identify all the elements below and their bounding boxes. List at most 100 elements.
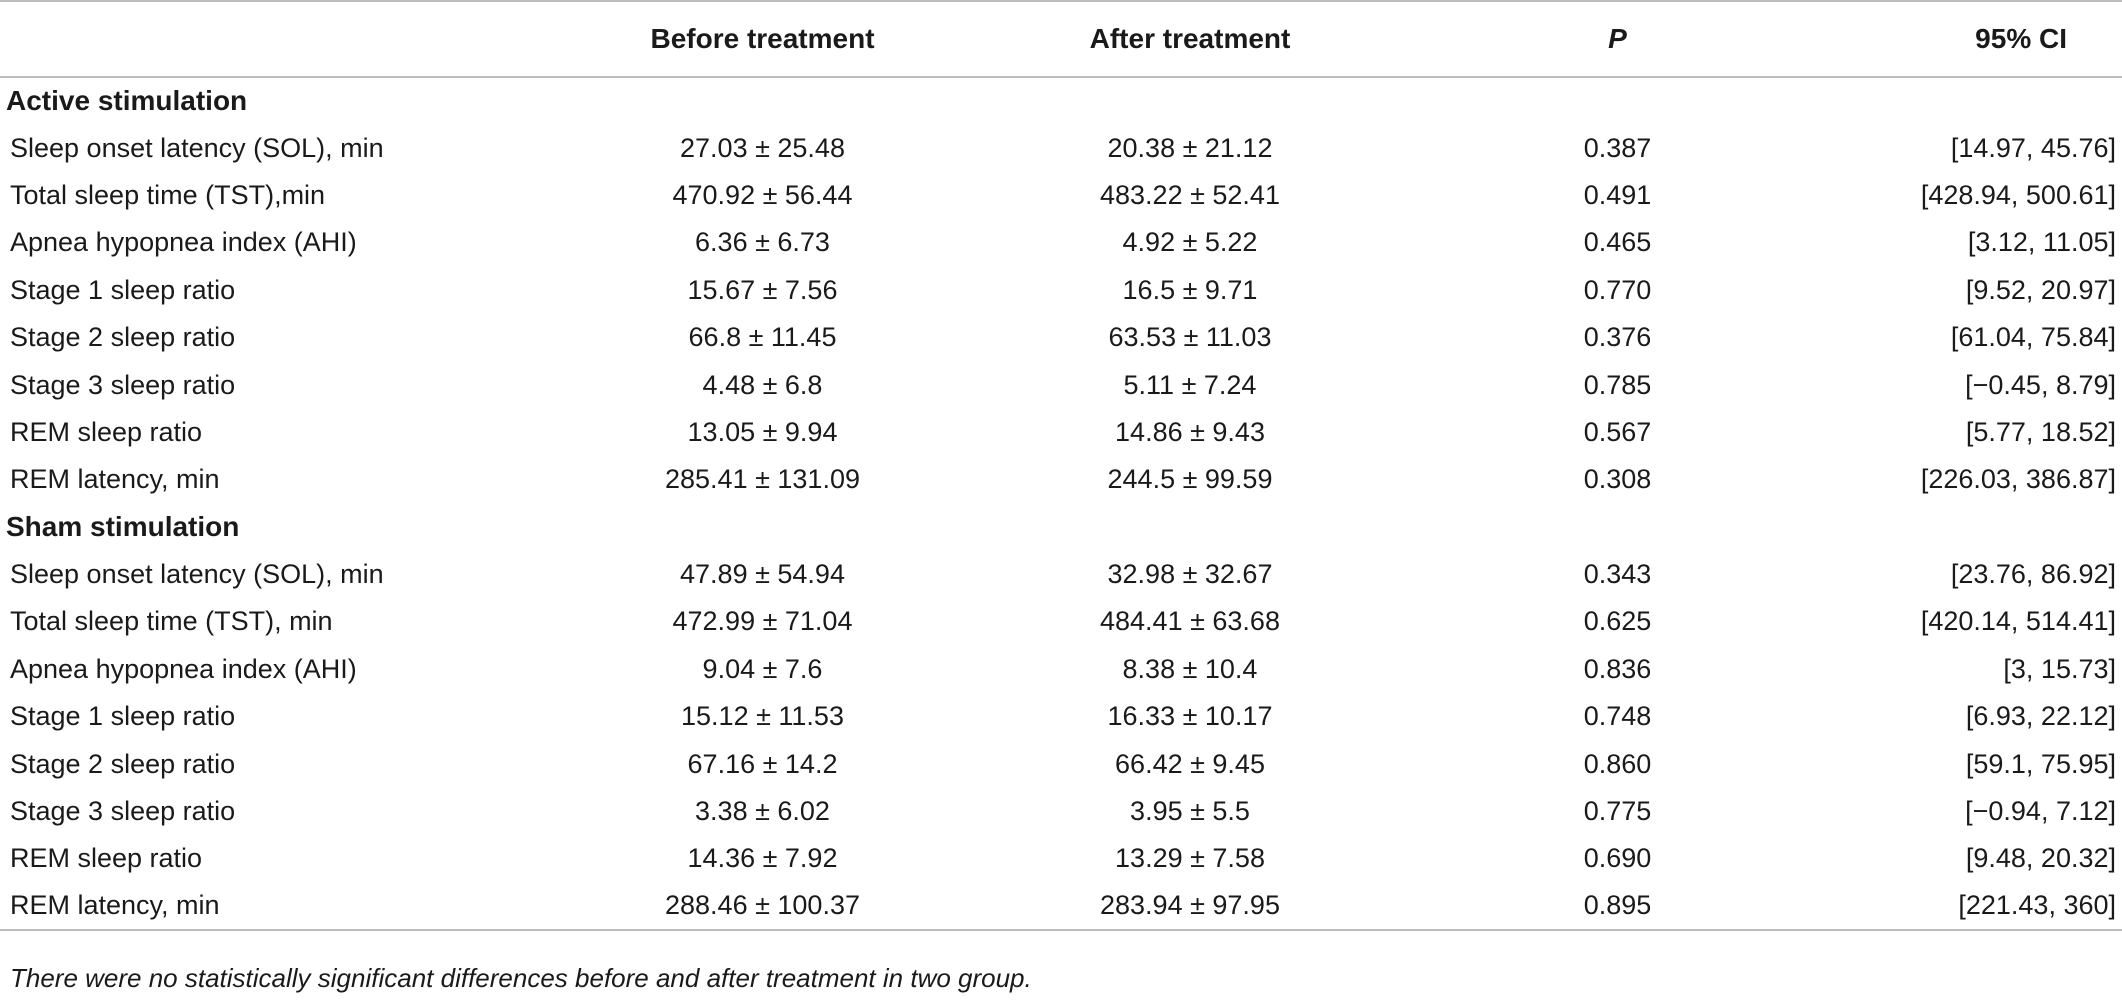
before-value: 27.03 ± 25.48 bbox=[680, 132, 845, 163]
table-row: Stage 1 sleep ratio 15.12 ± 11.53 16.33 … bbox=[0, 693, 2122, 740]
table-row: Apnea hypopnea index (AHI) 9.04 ± 7.6 8.… bbox=[0, 646, 2122, 693]
row-label: REM latency, min bbox=[10, 464, 220, 495]
table-row: Sleep onset latency (SOL), min 27.03 ± 2… bbox=[0, 124, 2122, 171]
ci-value: [221.43, 360] bbox=[1810, 882, 2122, 932]
group-title: Sham stimulation bbox=[6, 511, 240, 543]
before-value: 472.99 ± 71.04 bbox=[672, 606, 853, 637]
ci-value: [14.97, 45.76] bbox=[1950, 132, 2116, 163]
header-p-value: P bbox=[1425, 0, 1810, 78]
after-value: 283.94 ± 97.95 bbox=[955, 882, 1425, 932]
ci-value: [420.14, 514.41] bbox=[1920, 606, 2116, 637]
ci-value: [5.77, 18.52] bbox=[1965, 416, 2116, 447]
before-value: 15.12 ± 11.53 bbox=[681, 701, 844, 732]
group-row-sham-stimulation: Sham stimulation bbox=[0, 504, 2122, 551]
before-value: 13.05 ± 9.94 bbox=[687, 416, 838, 447]
header-label-column bbox=[0, 0, 570, 78]
p-value: 0.836 bbox=[1583, 653, 1652, 684]
table-row: REM latency, min 288.46 ± 100.37 283.94 … bbox=[0, 882, 2122, 932]
p-value: 0.770 bbox=[1583, 274, 1652, 305]
header-row: Before treatment After treatment P 95% C… bbox=[0, 0, 2122, 78]
p-value: 0.376 bbox=[1583, 322, 1652, 353]
p-value: 0.860 bbox=[1583, 748, 1652, 779]
before-value: 14.36 ± 7.92 bbox=[687, 843, 838, 874]
before-value: 288.46 ± 100.37 bbox=[570, 882, 955, 932]
before-value: 9.04 ± 7.6 bbox=[702, 653, 823, 684]
table-row: REM latency, min 285.41 ± 131.09 244.5 ±… bbox=[0, 456, 2122, 503]
table-row: Stage 1 sleep ratio 15.67 ± 7.56 16.5 ± … bbox=[0, 267, 2122, 314]
ci-value: [9.52, 20.97] bbox=[1965, 274, 2116, 305]
after-value: 32.98 ± 32.67 bbox=[1107, 559, 1273, 590]
after-value: 484.41 ± 63.68 bbox=[1100, 606, 1280, 637]
row-label: Sleep onset latency (SOL), min bbox=[10, 132, 384, 163]
p-value: 0.895 bbox=[1425, 882, 1810, 932]
before-value: 66.8 ± 11.45 bbox=[688, 322, 837, 353]
row-label: Stage 1 sleep ratio bbox=[10, 701, 236, 732]
p-value: 0.308 bbox=[1583, 464, 1652, 495]
table-row: Stage 3 sleep ratio 4.48 ± 6.8 5.11 ± 7.… bbox=[0, 361, 2122, 408]
ci-value: [61.04, 75.84] bbox=[1950, 322, 2116, 353]
header-before-treatment: Before treatment bbox=[570, 0, 955, 78]
p-value: 0.748 bbox=[1583, 701, 1652, 732]
before-value: 285.41 ± 131.09 bbox=[665, 464, 860, 495]
table-row: Stage 2 sleep ratio 66.8 ± 11.45 63.53 ±… bbox=[0, 314, 2122, 361]
p-value: 0.785 bbox=[1583, 369, 1652, 400]
p-value: 0.775 bbox=[1583, 796, 1652, 827]
after-value: 483.22 ± 52.41 bbox=[1100, 179, 1280, 210]
row-label: Apnea hypopnea index (AHI) bbox=[10, 653, 357, 684]
row-label: Sleep onset latency (SOL), min bbox=[10, 559, 384, 590]
table-row: Total sleep time (TST), min 472.99 ± 71.… bbox=[0, 598, 2122, 645]
table-row: Total sleep time (TST),min 470.92 ± 56.4… bbox=[0, 172, 2122, 219]
before-value: 470.92 ± 56.44 bbox=[672, 179, 853, 210]
row-label: Stage 2 sleep ratio bbox=[10, 322, 236, 353]
ci-value: [428.94, 500.61] bbox=[1920, 179, 2116, 210]
after-value: 8.38 ± 10.4 bbox=[1122, 653, 1258, 684]
table-row: REM sleep ratio 13.05 ± 9.94 14.86 ± 9.4… bbox=[0, 409, 2122, 456]
ci-value: [6.93, 22.12] bbox=[1965, 701, 2116, 732]
row-label: Total sleep time (TST),min bbox=[10, 179, 326, 210]
ci-value: [−0.45, 8.79] bbox=[1965, 369, 2116, 400]
p-value: 0.625 bbox=[1583, 606, 1652, 637]
p-value: 0.491 bbox=[1583, 179, 1652, 210]
p-value: 0.343 bbox=[1583, 559, 1652, 590]
group-title: Active stimulation bbox=[6, 85, 248, 117]
p-value: 0.690 bbox=[1583, 843, 1652, 874]
after-value: 5.11 ± 7.24 bbox=[1123, 369, 1257, 400]
after-value: 244.5 ± 99.59 bbox=[1107, 464, 1273, 495]
after-value: 4.92 ± 5.22 bbox=[1122, 227, 1258, 258]
table-row: Stage 2 sleep ratio 67.16 ± 14.2 66.42 ±… bbox=[0, 740, 2122, 787]
row-label: REM latency, min bbox=[0, 882, 570, 932]
after-value: 14.86 ± 9.43 bbox=[1115, 416, 1265, 447]
after-value: 16.5 ± 9.71 bbox=[1122, 274, 1258, 305]
table-row: Stage 3 sleep ratio 3.38 ± 6.02 3.95 ± 5… bbox=[0, 788, 2122, 835]
p-value: 0.387 bbox=[1583, 132, 1652, 163]
header-confidence-interval: 95% CI bbox=[1810, 0, 2122, 78]
row-label: Stage 3 sleep ratio bbox=[10, 796, 236, 827]
before-value: 3.38 ± 6.02 bbox=[695, 796, 830, 827]
ci-value: [−0.94, 7.12] bbox=[1965, 796, 2116, 827]
before-value: 6.36 ± 6.73 bbox=[695, 227, 830, 258]
results-table: Before treatment After treatment P 95% C… bbox=[0, 0, 2122, 932]
before-value: 67.16 ± 14.2 bbox=[687, 748, 838, 779]
row-label: Apnea hypopnea index (AHI) bbox=[10, 227, 357, 258]
ci-value: [9.48, 20.32] bbox=[1965, 843, 2116, 874]
group-row-active-stimulation: Active stimulation bbox=[0, 77, 2122, 124]
after-value: 63.53 ± 11.03 bbox=[1108, 322, 1272, 353]
table-body: Active stimulation Sleep onset latency (… bbox=[0, 77, 2122, 932]
row-label: REM sleep ratio bbox=[10, 843, 203, 874]
row-label: Total sleep time (TST), min bbox=[10, 606, 333, 637]
ci-value: [3.12, 11.05] bbox=[1967, 227, 2116, 258]
row-label: Stage 2 sleep ratio bbox=[10, 748, 236, 779]
before-value: 47.89 ± 54.94 bbox=[680, 559, 845, 590]
ci-value: [59.1, 75.95] bbox=[1965, 748, 2116, 779]
after-value: 20.38 ± 21.12 bbox=[1107, 132, 1273, 163]
ci-value: [226.03, 386.87] bbox=[1920, 464, 2116, 495]
ci-value: [3, 15.73] bbox=[2003, 653, 2116, 684]
table-row: Apnea hypopnea index (AHI) 6.36 ± 6.73 4… bbox=[0, 219, 2122, 266]
after-value: 3.95 ± 5.5 bbox=[1130, 796, 1250, 827]
after-value: 66.42 ± 9.45 bbox=[1115, 748, 1265, 779]
before-value: 15.67 ± 7.56 bbox=[687, 274, 838, 305]
after-value: 16.33 ± 10.17 bbox=[1107, 701, 1273, 732]
table-row: REM sleep ratio 14.36 ± 7.92 13.29 ± 7.5… bbox=[0, 835, 2122, 882]
p-value: 0.567 bbox=[1583, 416, 1652, 447]
before-value: 4.48 ± 6.8 bbox=[702, 369, 823, 400]
